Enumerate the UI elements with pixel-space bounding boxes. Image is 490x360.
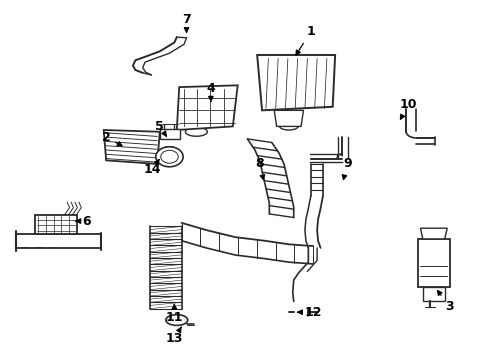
- Text: 2: 2: [102, 131, 122, 146]
- Polygon shape: [257, 55, 335, 111]
- Text: 5: 5: [155, 120, 167, 136]
- Polygon shape: [420, 228, 447, 239]
- Polygon shape: [423, 287, 445, 301]
- Polygon shape: [104, 130, 160, 164]
- Polygon shape: [177, 85, 238, 130]
- Text: 7: 7: [182, 13, 191, 32]
- Text: 10: 10: [399, 99, 417, 119]
- Text: 8: 8: [255, 157, 265, 180]
- Polygon shape: [35, 215, 77, 234]
- Text: 14: 14: [144, 159, 161, 176]
- Text: 12: 12: [298, 306, 322, 319]
- Polygon shape: [274, 111, 303, 126]
- Text: 1: 1: [296, 25, 315, 55]
- Polygon shape: [160, 129, 180, 139]
- Text: 11: 11: [166, 305, 183, 324]
- Polygon shape: [16, 234, 101, 248]
- Text: 4: 4: [206, 82, 215, 101]
- Text: 3: 3: [438, 291, 454, 313]
- Circle shape: [156, 147, 183, 167]
- Text: 9: 9: [343, 157, 352, 180]
- Polygon shape: [418, 239, 450, 287]
- Text: 13: 13: [166, 327, 183, 346]
- Circle shape: [161, 150, 178, 163]
- Text: 6: 6: [76, 215, 91, 228]
